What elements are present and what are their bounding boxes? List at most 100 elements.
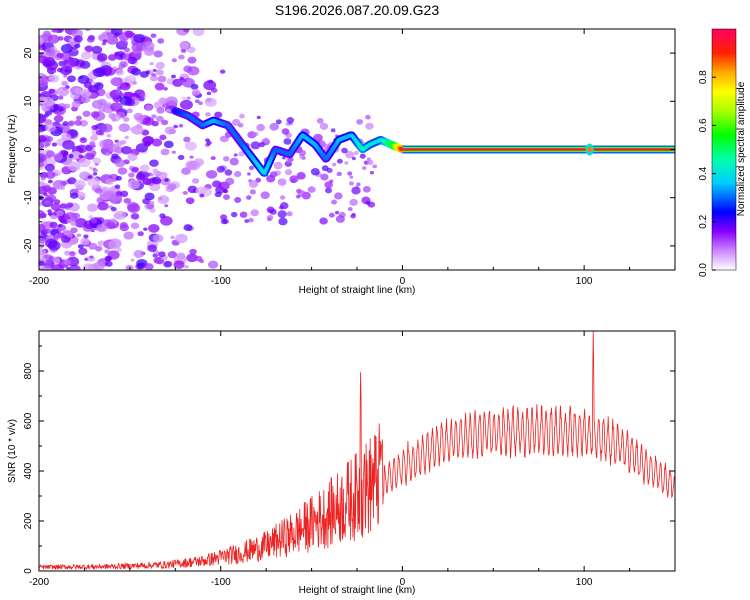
noise-blob — [157, 38, 165, 44]
x-tick-label: 0 — [400, 577, 406, 588]
colorbar: 0.0 0.2 0.4 0.6 0.8 Normalized spectral ampl… — [698, 28, 747, 277]
noise-blob — [152, 253, 158, 258]
noise-blob — [153, 50, 163, 58]
noise-blob — [171, 74, 176, 79]
noise-blob — [147, 244, 158, 253]
noise-blob — [124, 82, 130, 87]
noise-blob — [173, 260, 185, 269]
noise-blob — [92, 172, 98, 176]
noise-blob — [82, 263, 94, 270]
noise-blob — [164, 126, 176, 135]
y-tick-label: 400 — [23, 462, 34, 479]
noise-blob — [123, 47, 131, 53]
noise-blob — [133, 112, 144, 121]
noise-blob — [73, 35, 83, 43]
noise-blob — [57, 232, 65, 239]
noise-blob — [131, 42, 143, 52]
noise-blob — [328, 212, 335, 218]
noise-blob — [266, 214, 274, 221]
noise-blob — [79, 60, 91, 69]
noise-blob — [157, 75, 167, 83]
noise-blob — [50, 264, 64, 270]
noise-blob — [194, 99, 200, 104]
spectrogram-x-ticks: -200 -100 0 100 — [29, 29, 631, 287]
noise-blob — [39, 260, 45, 266]
noise-blob — [47, 34, 60, 44]
noise-blob — [214, 111, 223, 119]
carrier-knot-core — [587, 146, 592, 153]
noise-blob — [256, 115, 261, 120]
noise-blob — [266, 174, 276, 183]
noise-blob — [119, 222, 128, 229]
y-tick-label: 0 — [23, 568, 34, 574]
noise-blob — [39, 96, 48, 105]
noise-blob — [91, 45, 103, 54]
noise-blob — [155, 69, 164, 76]
noise-blob — [67, 75, 76, 83]
noise-blob — [91, 124, 99, 131]
noise-blob — [330, 128, 336, 133]
noise-blob — [74, 43, 81, 49]
colorbar-tick-label: 0.6 — [698, 118, 709, 132]
noise-blob — [39, 152, 47, 163]
noise-blob — [244, 219, 249, 223]
noise-blob — [112, 66, 117, 70]
noise-blob — [39, 248, 47, 256]
noise-blob — [233, 153, 238, 157]
noise-blob — [111, 153, 119, 160]
noise-blob — [230, 211, 238, 218]
noise-blob — [123, 197, 132, 204]
noise-blob — [87, 175, 93, 179]
noise-blob — [356, 182, 361, 187]
noise-blob — [277, 210, 287, 218]
noise-blob — [105, 260, 113, 267]
noise-blob — [96, 224, 107, 232]
noise-blob — [282, 156, 286, 160]
noise-blob — [167, 183, 177, 191]
noise-blob — [53, 115, 64, 123]
noise-blob — [77, 75, 90, 84]
noise-blob — [68, 38, 75, 43]
noise-blob — [249, 189, 256, 195]
noise-blob — [59, 203, 68, 209]
noise-blob — [163, 260, 172, 268]
noise-blob — [173, 124, 178, 129]
noise-blob — [47, 209, 52, 213]
noise-blob — [119, 190, 129, 198]
noise-blob — [108, 143, 120, 153]
noise-blob — [248, 165, 255, 171]
noise-blob — [135, 173, 146, 181]
noise-blob — [223, 194, 230, 201]
noise-blob — [127, 203, 141, 213]
colorbar-tick-label: 0.4 — [698, 166, 709, 180]
noise-blob — [108, 112, 116, 119]
noise-blob — [60, 43, 73, 54]
noise-blob — [248, 180, 259, 188]
noise-blob — [124, 135, 129, 140]
noise-blob — [44, 200, 50, 205]
noise-blob — [108, 54, 117, 61]
noise-blob — [39, 55, 48, 64]
noise-blob — [348, 181, 354, 186]
noise-blob — [47, 240, 61, 251]
noise-blob — [155, 61, 165, 70]
noise-blob — [144, 141, 152, 147]
noise-blob — [126, 108, 133, 114]
noise-blob — [186, 96, 191, 100]
noise-blob — [102, 219, 112, 226]
noise-blob — [123, 231, 134, 240]
noise-blob — [56, 86, 70, 97]
noise-blob — [88, 215, 93, 219]
noise-blob — [170, 235, 175, 240]
noise-blob — [156, 107, 165, 114]
noise-blob — [92, 168, 99, 173]
noise-blob — [75, 115, 82, 121]
noise-blob — [56, 52, 64, 59]
noise-blob — [211, 180, 222, 188]
noise-blob — [178, 54, 185, 60]
noise-blob — [193, 158, 205, 167]
noise-blob — [191, 88, 201, 96]
noise-blob — [281, 128, 290, 135]
noise-blob — [157, 251, 166, 258]
noise-blob — [207, 260, 219, 269]
